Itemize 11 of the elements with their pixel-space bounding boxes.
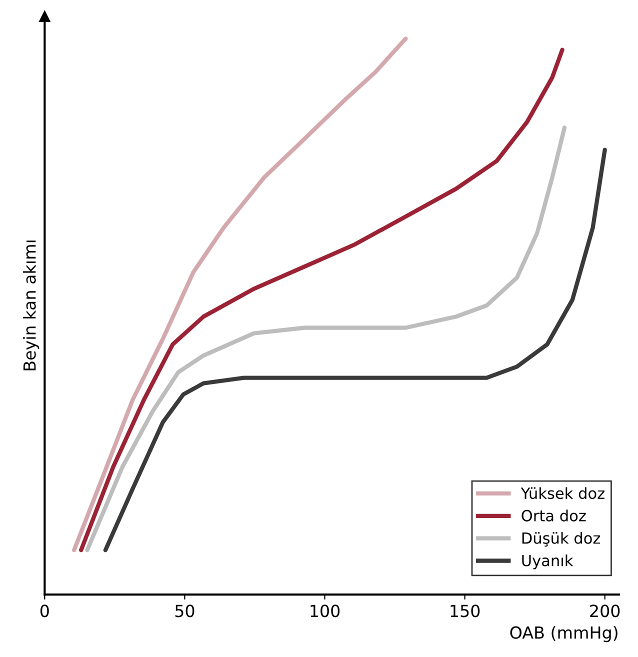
x-tick-label: 0 bbox=[40, 604, 49, 618]
legend-label: Düşük doz bbox=[522, 532, 600, 547]
legend-label: Uyanık bbox=[522, 554, 574, 570]
x-tick-label: 100 bbox=[310, 604, 340, 618]
y-axis-title: Beyin kan akımı bbox=[22, 240, 40, 370]
x-axis-title: OAB (mmHg) bbox=[510, 626, 618, 642]
x-tick-label: 50 bbox=[175, 604, 194, 618]
x-tick-label: 200 bbox=[590, 604, 620, 618]
legend-label: Yüksek doz bbox=[520, 487, 604, 500]
x-tick-label: 150 bbox=[450, 604, 480, 618]
legend-label: Orta doz bbox=[522, 510, 586, 522]
